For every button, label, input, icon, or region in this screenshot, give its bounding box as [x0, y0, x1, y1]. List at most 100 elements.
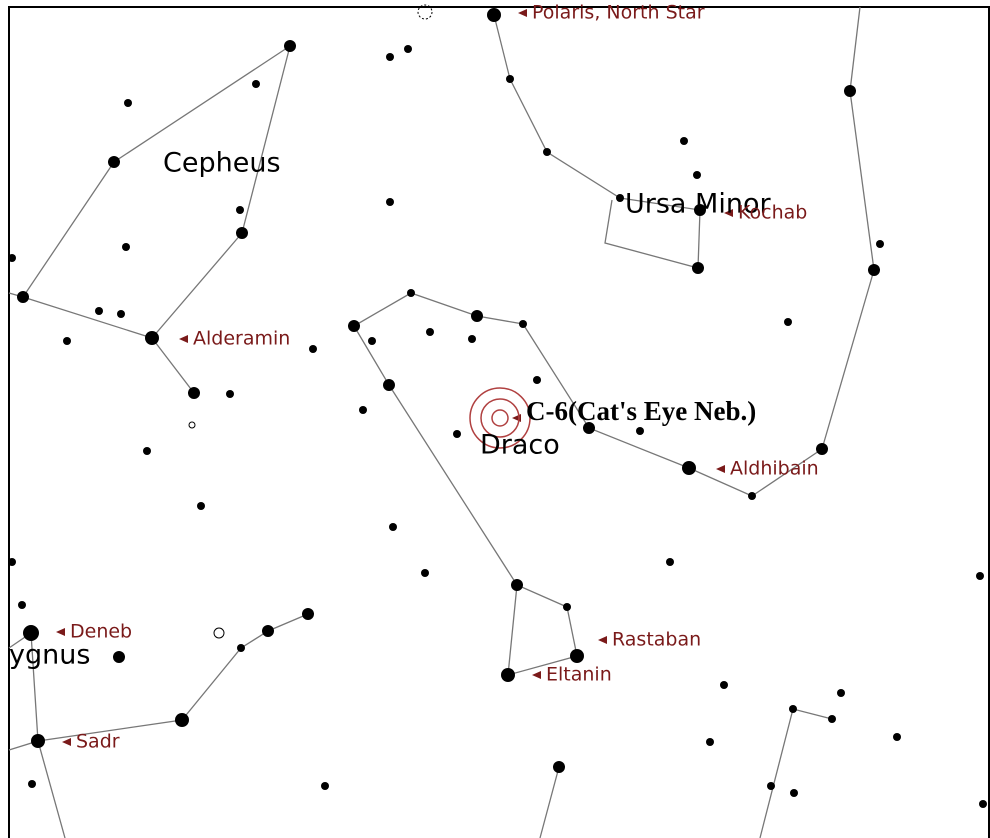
star	[471, 310, 483, 322]
star	[95, 307, 103, 315]
star	[348, 320, 360, 332]
constellation-label: Ursa Minor	[625, 189, 771, 220]
line	[539, 766, 560, 838]
star	[309, 345, 317, 353]
star	[553, 761, 565, 773]
star	[284, 40, 296, 52]
star	[197, 502, 205, 510]
pointer	[518, 9, 527, 17]
star	[706, 738, 714, 746]
pointer	[56, 628, 65, 636]
star	[383, 379, 395, 391]
star	[389, 523, 397, 531]
star	[453, 430, 461, 438]
star	[876, 240, 884, 248]
star	[368, 337, 376, 345]
star	[359, 406, 367, 414]
star	[666, 558, 674, 566]
star	[837, 689, 845, 697]
star	[533, 376, 541, 384]
star	[237, 644, 245, 652]
star	[23, 625, 39, 641]
star	[175, 713, 189, 727]
star	[421, 569, 429, 577]
star	[8, 254, 16, 262]
star	[18, 601, 26, 609]
star	[108, 156, 120, 168]
star-label: Sadr	[76, 731, 120, 753]
ring	[469, 387, 531, 449]
star	[124, 99, 132, 107]
star	[844, 85, 856, 97]
star-label: Eltanin	[546, 664, 612, 686]
star	[979, 800, 987, 808]
star	[828, 715, 836, 723]
pointer	[62, 738, 71, 746]
stars	[8, 8, 987, 808]
pointer	[598, 636, 607, 644]
star	[616, 194, 624, 202]
star-label: Polaris, North Star	[532, 2, 705, 24]
star	[188, 387, 200, 399]
star	[816, 443, 828, 455]
frame	[8, 6, 990, 838]
star	[563, 603, 571, 611]
star	[404, 45, 412, 53]
star	[682, 461, 696, 475]
star	[720, 681, 728, 689]
star	[487, 8, 501, 22]
star	[426, 328, 434, 336]
cepheus-line	[151, 337, 195, 394]
pointer	[724, 209, 733, 217]
star	[262, 625, 274, 637]
star	[519, 320, 527, 328]
star	[122, 243, 130, 251]
star-label: Kochab	[738, 202, 807, 224]
star	[302, 608, 314, 620]
star	[252, 80, 260, 88]
star	[407, 289, 415, 297]
ring	[480, 398, 520, 438]
star	[784, 318, 792, 326]
star	[694, 204, 706, 216]
star	[113, 651, 125, 663]
star	[236, 227, 248, 239]
star	[501, 668, 515, 682]
star-label: Alderamin	[193, 328, 290, 350]
star	[893, 733, 901, 741]
pointer	[532, 671, 541, 679]
star	[583, 422, 595, 434]
ring	[491, 409, 509, 427]
open-star	[417, 4, 433, 20]
star	[636, 427, 644, 435]
star	[386, 198, 394, 206]
star	[236, 206, 244, 214]
constellation-label: Draco	[480, 430, 560, 461]
nebula-marker	[469, 387, 531, 449]
constellation-label: Cepheus	[163, 148, 281, 179]
star	[143, 447, 151, 455]
star	[789, 705, 797, 713]
open-star	[213, 627, 225, 639]
star	[63, 337, 71, 345]
star	[145, 331, 159, 345]
star	[468, 335, 476, 343]
star	[117, 310, 125, 318]
star-label: Rastaban	[612, 629, 701, 651]
star-label: Aldhibain	[730, 458, 819, 480]
star	[386, 53, 394, 61]
star	[226, 390, 234, 398]
star	[692, 262, 704, 274]
star	[8, 558, 16, 566]
ursa-minor-line	[493, 14, 701, 269]
constellation-label: ygnus	[9, 640, 90, 671]
object-label: C-6(Cat's Eye Neb.)	[526, 396, 756, 426]
cepheus-line	[21, 45, 291, 339]
star	[767, 782, 775, 790]
cygnus-line	[30, 613, 309, 742]
star	[790, 789, 798, 797]
star	[543, 148, 551, 156]
open-star	[188, 421, 196, 429]
